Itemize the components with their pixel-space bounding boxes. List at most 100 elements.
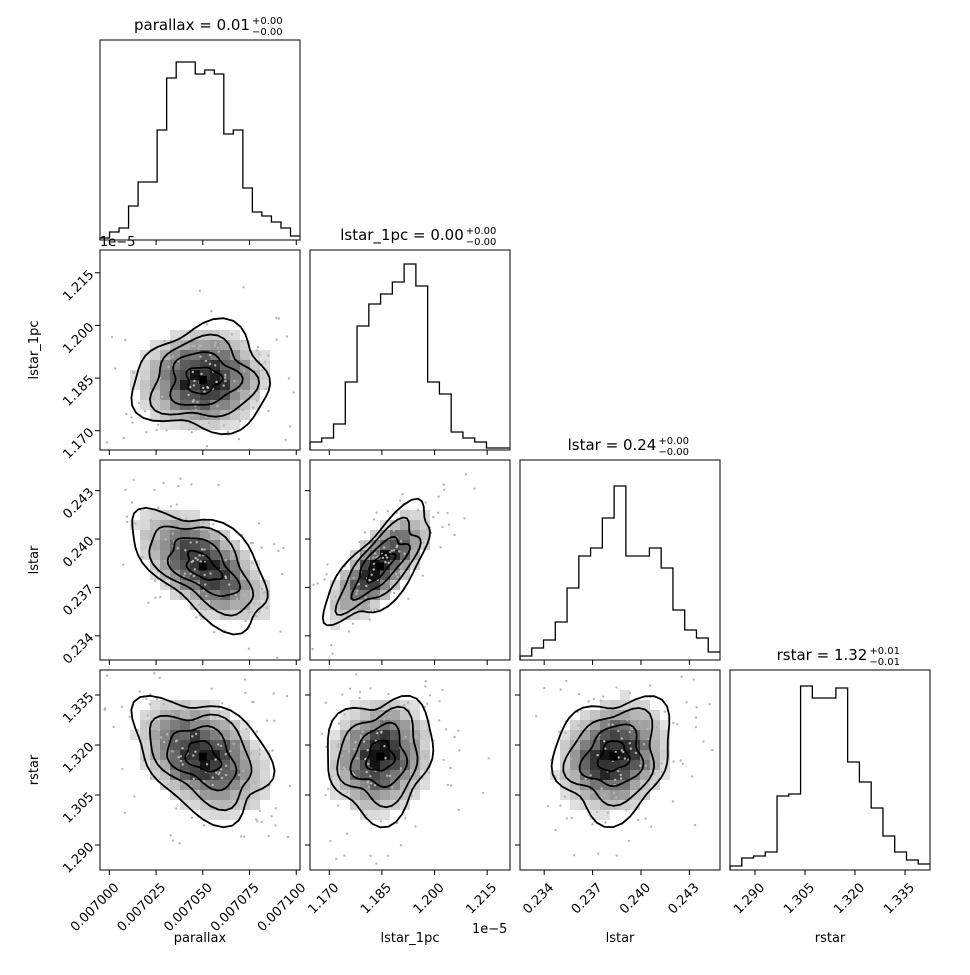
density-cell bbox=[640, 730, 650, 740]
density-cell bbox=[160, 700, 170, 710]
scatter-point bbox=[702, 740, 705, 743]
density-cell bbox=[600, 730, 610, 740]
scatter-point bbox=[367, 604, 370, 607]
density-cell bbox=[380, 570, 390, 580]
scatter-point bbox=[369, 543, 372, 546]
scatter-point bbox=[230, 333, 234, 336]
scatter-point bbox=[463, 517, 466, 520]
scatter-point bbox=[162, 763, 166, 766]
density-cell bbox=[180, 700, 190, 710]
density-cell bbox=[410, 710, 420, 720]
scatter-point bbox=[256, 345, 260, 349]
histogram-rstar bbox=[729, 685, 930, 870]
scatter-point bbox=[202, 824, 206, 827]
scatter-point bbox=[381, 556, 384, 559]
density-cell bbox=[230, 570, 240, 580]
density-cell bbox=[150, 520, 160, 530]
density-cell bbox=[620, 800, 630, 810]
scatter-point bbox=[141, 556, 144, 559]
density-cell bbox=[170, 760, 180, 770]
density-cell bbox=[650, 710, 660, 720]
scatter-point bbox=[224, 379, 227, 383]
scatter-point bbox=[390, 549, 393, 552]
density-cell bbox=[220, 600, 230, 610]
density-cell bbox=[630, 780, 640, 790]
density-cell bbox=[590, 710, 600, 720]
scatter-point bbox=[450, 784, 453, 787]
scatter-point bbox=[158, 777, 161, 781]
density-cell bbox=[600, 800, 610, 810]
scatter-point bbox=[222, 384, 225, 387]
density-cell bbox=[240, 600, 250, 610]
density-cell bbox=[220, 340, 230, 350]
scatter-point bbox=[414, 522, 417, 525]
density-cell bbox=[150, 750, 160, 760]
scatter-point bbox=[188, 422, 191, 425]
density-cell bbox=[200, 800, 210, 810]
density-cell bbox=[230, 380, 240, 390]
scatter-point bbox=[145, 697, 148, 700]
scatter-point bbox=[568, 747, 571, 750]
scatter-point bbox=[565, 817, 568, 820]
scatter-point bbox=[214, 364, 217, 367]
scatter-point bbox=[546, 804, 550, 808]
density-cell bbox=[220, 730, 230, 740]
x-tick-label: 0.240 bbox=[617, 880, 654, 917]
scatter-point bbox=[311, 647, 314, 651]
density-cell bbox=[150, 510, 160, 520]
scatter-point bbox=[604, 821, 607, 824]
scatter-point bbox=[224, 376, 227, 379]
density-cell bbox=[330, 740, 340, 750]
scatter-point bbox=[441, 688, 444, 692]
density-cell bbox=[210, 800, 220, 810]
density-cell bbox=[410, 700, 420, 710]
density-cell bbox=[420, 520, 430, 530]
scatter-point bbox=[336, 745, 339, 748]
density-cell bbox=[150, 550, 160, 560]
scatter-point bbox=[168, 357, 171, 360]
scatter-point bbox=[679, 759, 682, 762]
density-cell bbox=[330, 580, 340, 590]
x-tick-label: 0.007025 bbox=[115, 880, 169, 934]
scatter-point bbox=[406, 701, 410, 704]
density-cell bbox=[210, 400, 220, 410]
scatter-point bbox=[156, 523, 160, 526]
density-cell bbox=[420, 770, 430, 780]
scatter-point bbox=[226, 806, 229, 809]
scatter-point bbox=[439, 546, 442, 549]
scatter-point bbox=[358, 605, 362, 609]
scatter-point bbox=[376, 731, 379, 735]
density-cell bbox=[230, 780, 240, 790]
density-cell bbox=[590, 770, 600, 780]
scatter-point bbox=[162, 703, 165, 706]
density-cell bbox=[170, 710, 180, 720]
y-tick-label: 0.234 bbox=[60, 631, 97, 668]
density-cell bbox=[390, 770, 400, 780]
density-cell bbox=[560, 780, 570, 790]
scatter-point bbox=[613, 807, 616, 810]
density-cell bbox=[400, 510, 410, 520]
scatter-point bbox=[255, 614, 258, 618]
density-cell bbox=[210, 770, 220, 780]
scatter-point bbox=[214, 758, 217, 761]
scatter-point bbox=[352, 576, 355, 580]
scatter-point bbox=[693, 823, 697, 827]
scatter-point bbox=[190, 431, 193, 434]
scatter-point bbox=[671, 800, 675, 803]
density-cell bbox=[240, 730, 250, 740]
scatter-point bbox=[660, 770, 663, 774]
density-cell bbox=[180, 420, 190, 430]
density-cell bbox=[170, 330, 180, 340]
scatter-point bbox=[190, 816, 194, 819]
scatter-point bbox=[241, 339, 244, 343]
scatter-point bbox=[125, 515, 128, 518]
scatter-point bbox=[639, 764, 642, 767]
density-cell bbox=[590, 730, 600, 740]
scatter-point bbox=[123, 811, 127, 814]
scatter-point bbox=[584, 777, 587, 780]
density-cell bbox=[370, 540, 380, 550]
scatter-point bbox=[274, 824, 277, 827]
scatter-point bbox=[481, 791, 485, 795]
density-cell bbox=[360, 580, 370, 590]
